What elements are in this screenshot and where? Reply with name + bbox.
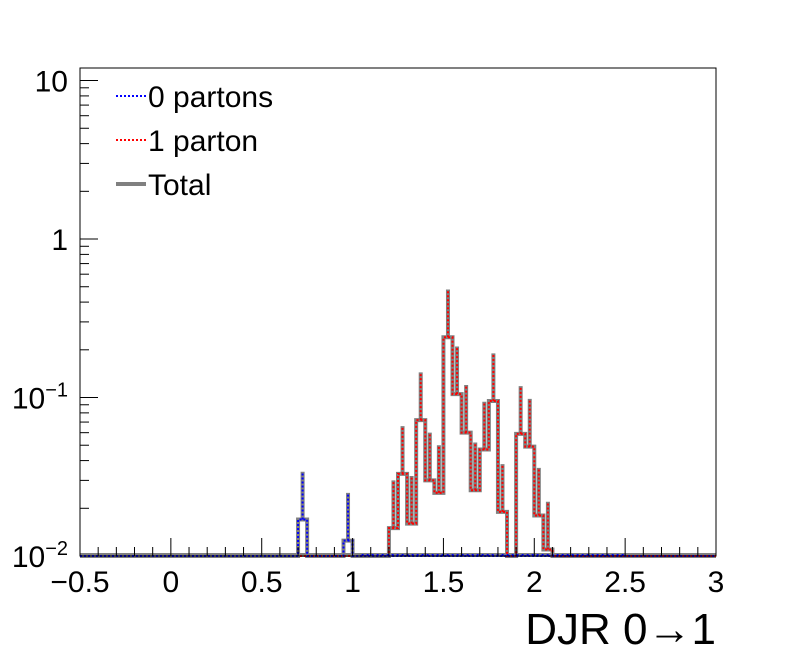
x-tick-label: 3 xyxy=(708,566,725,599)
y-tick-label: 10−1 xyxy=(12,380,68,416)
x-tick-label: −0.5 xyxy=(50,566,109,599)
legend-entry-1-parton: 1 parton xyxy=(116,125,258,158)
x-tick-label: 0.5 xyxy=(241,566,283,599)
legend-label: Total xyxy=(148,169,211,202)
y-tick-label: 10−2 xyxy=(12,538,68,574)
y-axis-ticks xyxy=(80,80,98,557)
x-axis-title: DJR 0→1 xyxy=(525,605,716,654)
x-tick-label: 1.5 xyxy=(423,566,465,599)
x-axis-ticks xyxy=(79,538,717,556)
legend-label: 1 parton xyxy=(148,125,258,158)
legend-label: 0 partons xyxy=(148,81,273,114)
plot-frame xyxy=(79,67,717,557)
x-tick-label: 0 xyxy=(163,566,180,599)
series-total-line xyxy=(80,335,716,558)
legend-entry-0-partons: 0 partons xyxy=(116,81,273,114)
plot-content xyxy=(80,289,716,558)
x-tick-label: 1 xyxy=(344,566,361,599)
x-tick-label: 2.5 xyxy=(604,566,646,599)
y-tick-label: 10 xyxy=(35,66,68,99)
x-axis-tick-labels: −0.5 0 0.5 1 1.5 2 2.5 3 xyxy=(50,566,724,599)
legend-entry-total: Total xyxy=(116,169,211,202)
x-tick-label: 2 xyxy=(526,566,543,599)
legend: 0 partons 1 parton Total xyxy=(116,81,273,202)
y-axis-tick-labels: 10−2 10−1 1 10 xyxy=(12,66,68,574)
y-tick-label: 1 xyxy=(51,224,68,257)
series-1-parton-line xyxy=(80,336,716,557)
